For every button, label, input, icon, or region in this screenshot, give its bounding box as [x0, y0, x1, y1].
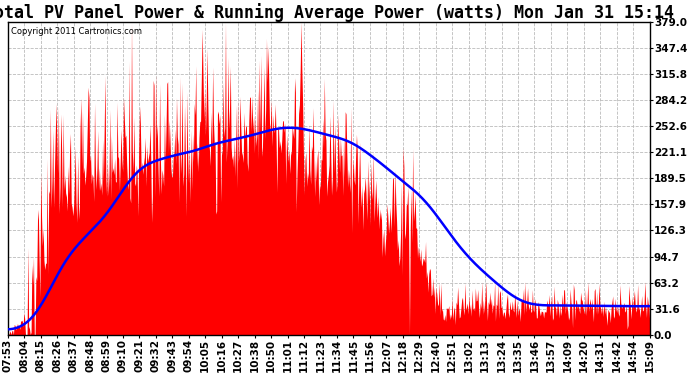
Text: Copyright 2011 Cartronics.com: Copyright 2011 Cartronics.com [11, 27, 142, 36]
Title: Total PV Panel Power & Running Average Power (watts) Mon Jan 31 15:14: Total PV Panel Power & Running Average P… [0, 3, 673, 22]
